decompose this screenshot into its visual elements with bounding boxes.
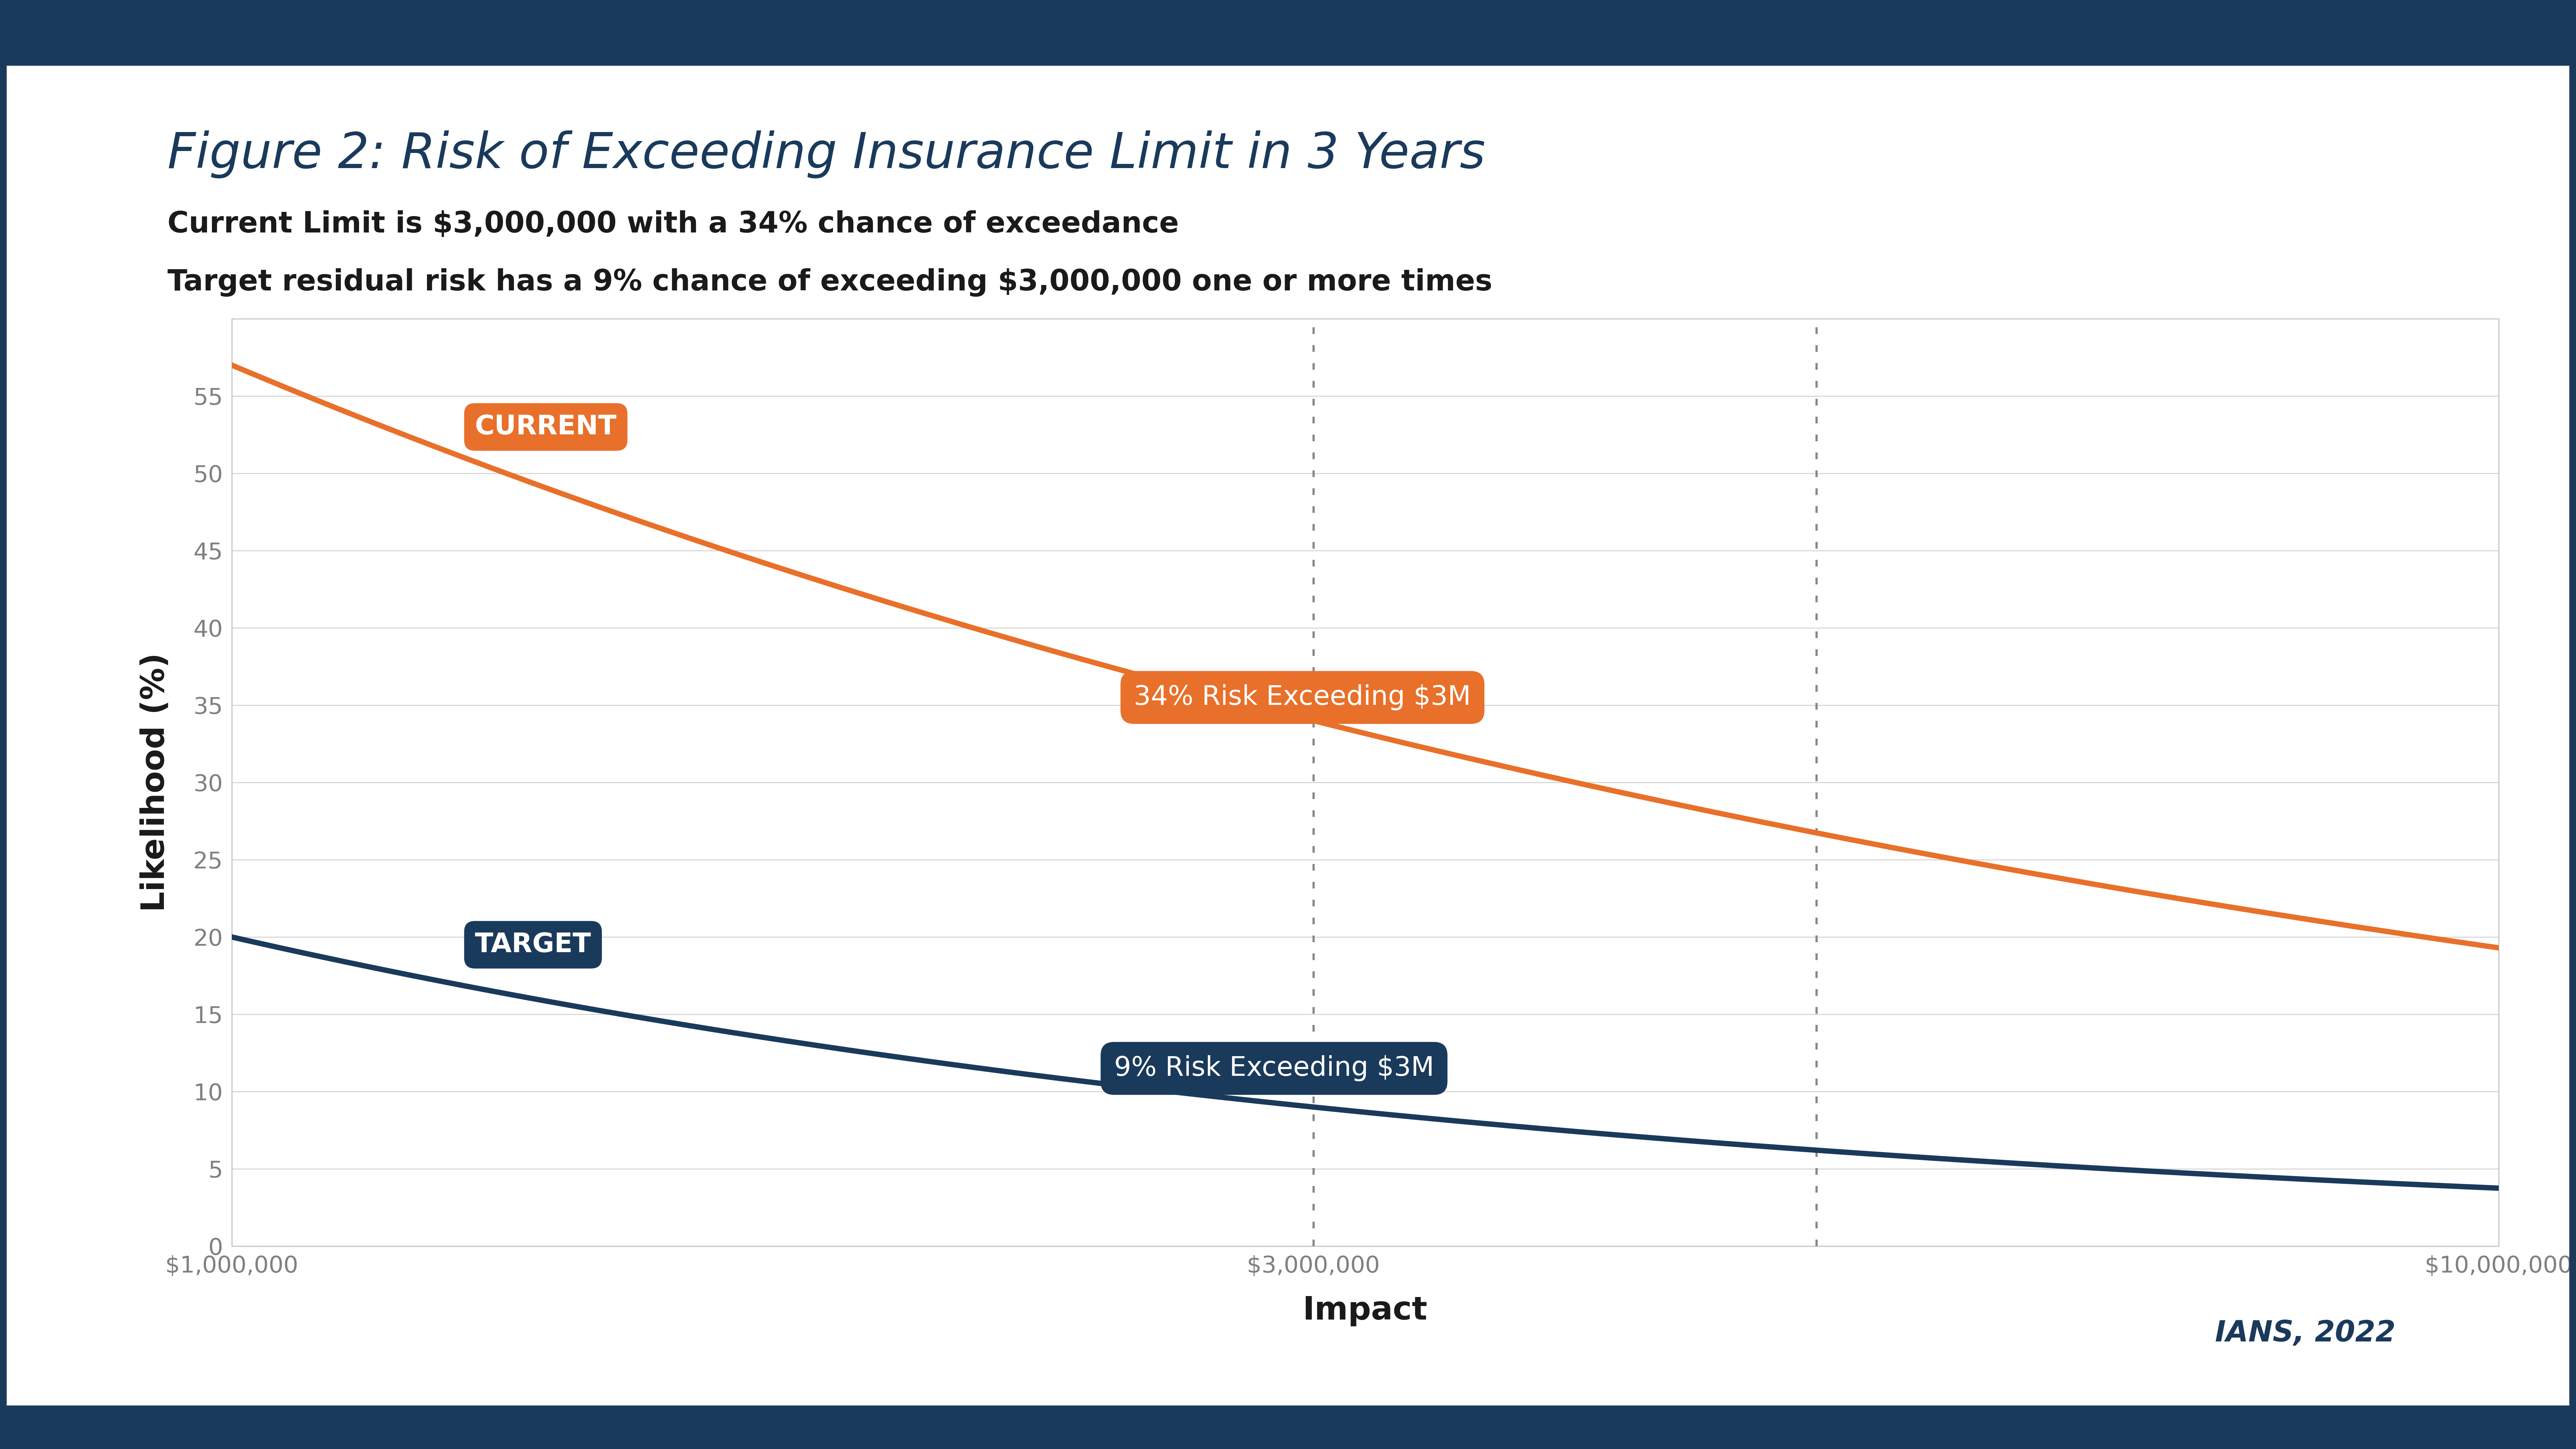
Y-axis label: Likelihood (%): Likelihood (%) <box>139 653 170 911</box>
Text: 34% Risk Exceeding $3M: 34% Risk Exceeding $3M <box>1133 684 1471 710</box>
Text: Figure 2: Risk of Exceeding Insurance Limit in 3 Years: Figure 2: Risk of Exceeding Insurance Li… <box>167 130 1486 178</box>
Text: TARGET: TARGET <box>474 932 590 958</box>
Text: CURRENT: CURRENT <box>474 414 616 440</box>
Text: 9% Risk Exceeding $3M: 9% Risk Exceeding $3M <box>1113 1055 1435 1081</box>
Text: Target residual risk has a 9% chance of exceeding $3,000,000 one or more times: Target residual risk has a 9% chance of … <box>167 268 1492 297</box>
Text: IANS, 2022: IANS, 2022 <box>2215 1319 2396 1348</box>
X-axis label: Impact: Impact <box>1303 1295 1427 1326</box>
Text: Current Limit is $3,000,000 with a 34% chance of exceedance: Current Limit is $3,000,000 with a 34% c… <box>167 210 1180 239</box>
